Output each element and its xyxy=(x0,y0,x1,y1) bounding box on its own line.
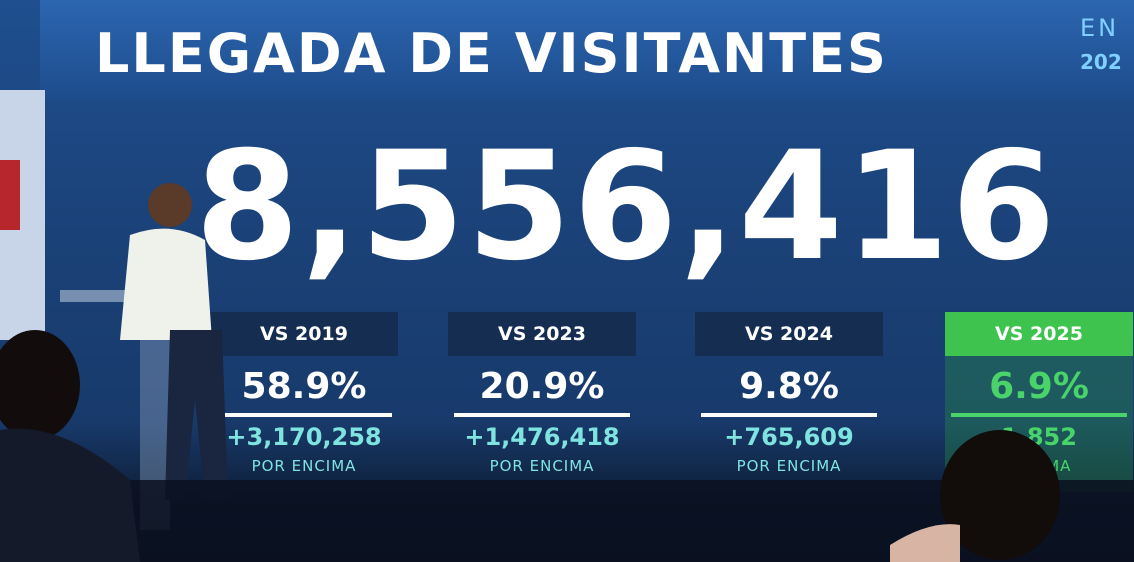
title-band xyxy=(40,0,1134,100)
speaker-shirt xyxy=(120,228,212,340)
total: 8,556,416 xyxy=(195,120,1058,294)
panel-growth: +765,609 xyxy=(724,423,854,451)
panel-header: VS 2019 xyxy=(210,312,398,356)
panel-rule xyxy=(216,413,392,417)
panel-header: VS 2024 xyxy=(695,312,883,356)
audience-head xyxy=(0,330,80,440)
speaker-head xyxy=(148,183,192,227)
corner-text: EN xyxy=(1080,14,1120,42)
panel-note: POR ENCIMA xyxy=(489,457,595,475)
comparison-panel: VS 2024 9.8% +765,609 POR ENCIMA xyxy=(695,312,883,492)
panel-note: POR ENCIMA xyxy=(251,457,357,475)
panel-percent: 20.9% xyxy=(479,366,605,407)
audience-shoulder xyxy=(890,524,960,562)
panel-growth: +3,170,258 xyxy=(226,423,382,451)
panel-growth: +1,476,418 xyxy=(464,423,620,451)
panel-percent: 58.9% xyxy=(241,366,367,407)
panel-rule xyxy=(951,413,1127,417)
comparison-panel: VS 2019 58.9% +3,170,258 POR ENCIMA xyxy=(210,312,398,492)
panel-percent: 9.8% xyxy=(739,366,839,407)
panel-rule xyxy=(701,413,877,417)
comparison-panel: VS 2023 20.9% +1,476,418 POR ENCIMA xyxy=(448,312,636,492)
panel-note: POR ENCIMA xyxy=(736,457,842,475)
audience-head xyxy=(940,430,1060,560)
flag-stripe xyxy=(0,160,20,230)
speaker-legs xyxy=(165,330,228,500)
panel-header: VS 2023 xyxy=(448,312,636,356)
panel-header: VS 2025 xyxy=(945,312,1133,356)
audience-body xyxy=(0,428,140,562)
title: LLEGADA DE VISITANTES xyxy=(95,22,888,85)
corner-text: 202 xyxy=(1080,50,1122,74)
panel-rule xyxy=(454,413,630,417)
panel-percent: 6.9% xyxy=(989,366,1089,407)
